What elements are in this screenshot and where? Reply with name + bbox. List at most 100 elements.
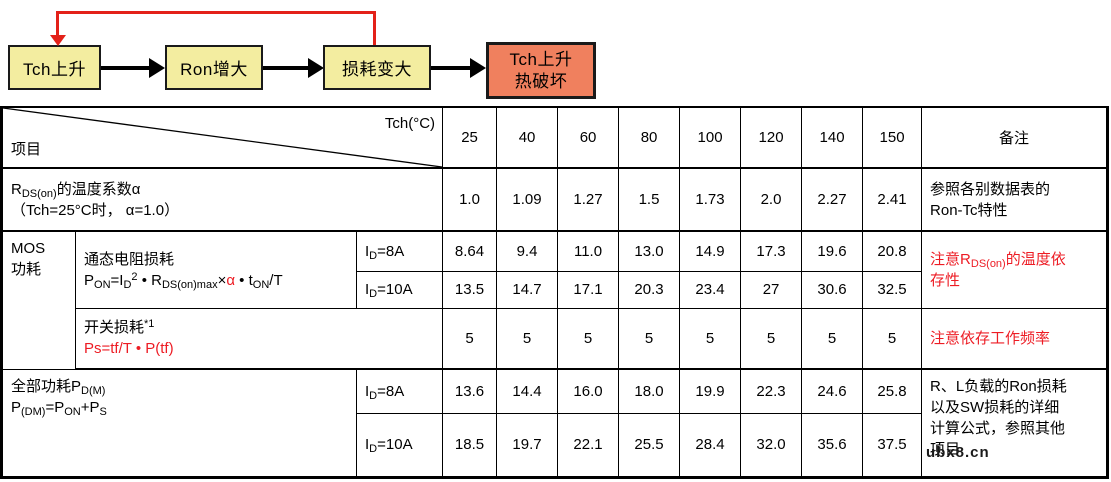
flow-box-label: 损耗变大 <box>342 60 412 79</box>
flow-box-label: Ron增大 <box>180 60 248 79</box>
alpha-label-line2: （Tch=25°C时， α=1.0） <box>11 201 180 219</box>
conduction-8a-value: 8.64 <box>442 230 498 272</box>
total-8a-value: 14.4 <box>496 368 559 414</box>
switching-loss-row: 开关损耗*1 Ps=tf/T • P(tf) 5 5 5 5 5 5 5 5 注… <box>2 307 1109 370</box>
alpha-value: 1.27 <box>557 167 620 232</box>
temp-header: 120 <box>740 106 803 169</box>
conduction-10a-value: 27 <box>740 270 803 309</box>
diagonal-divider <box>3 108 442 167</box>
conduction-8a-value: 11.0 <box>557 230 620 272</box>
arrow-right-icon <box>470 58 486 78</box>
total-10a-row: ID=10A 18.5 19.7 22.1 25.5 28.4 32.0 35.… <box>2 412 1108 478</box>
alpha-value: 2.41 <box>862 167 923 232</box>
total-remark-line4: 项目 <box>930 441 961 458</box>
conduction-8a-value: 9.4 <box>496 230 559 272</box>
flow-box-label-line2: 热破坏 <box>514 71 568 91</box>
total-remark: R、L负载的Ron损耗 以及SW损耗的详细 计算公式，参照其他 项目 <box>921 368 1109 478</box>
alpha-row-label: RDS(on)的温度系数α （Tch=25°C时， α=1.0） <box>0 167 444 232</box>
mos-group-label: MOS 功耗 <box>1 230 76 370</box>
temp-header: 140 <box>801 106 864 169</box>
arrow-down-icon <box>50 35 66 46</box>
total-8a-value: 25.8 <box>862 368 923 414</box>
switching-value: 5 <box>740 307 803 370</box>
conduction-8a-value: 13.0 <box>618 230 681 272</box>
id-condition-label: ID=10A <box>355 412 444 478</box>
total-remark-line2: 以及SW损耗的详细 <box>930 399 1060 416</box>
total-10a-value: 25.5 <box>618 412 681 478</box>
conduction-remark: 注意RDS(on)的温度依 存性 <box>921 230 1109 309</box>
arrow-right-icon <box>149 58 165 78</box>
id-condition-label: ID=8A <box>355 368 444 414</box>
switching-value: 5 <box>618 307 681 370</box>
alpha-value: 1.0 <box>442 167 498 232</box>
conduction-formula: PON=ID2 • RDS(on)max×α • tON/T <box>84 270 283 291</box>
thermal-runaway-flowchart: Tch上升 Ron增大 损耗变大 Tch上升 热破坏 <box>0 0 1111 106</box>
feedback-line-vertical-left <box>56 11 59 36</box>
conduction-10a-value: 30.6 <box>801 270 864 309</box>
alpha-value: 1.09 <box>496 167 559 232</box>
conduction-8a-value: 14.9 <box>679 230 742 272</box>
total-10a-value: 18.5 <box>442 412 498 478</box>
flow-box-thermal-destruction: Tch上升 热破坏 <box>486 42 596 99</box>
id-condition-label: ID=10A <box>355 270 444 309</box>
flow-box-tch-rise: Tch上升 <box>8 45 101 90</box>
total-8a-value: 13.6 <box>442 368 498 414</box>
header-tch-label: Tch(°C) <box>384 115 436 132</box>
conduction-10a-row: ID=10A 13.5 14.7 17.1 20.3 23.4 27 30.6 … <box>2 270 1108 309</box>
power-loss-table: Tch(°C) 项目 25 40 60 80 100 120 140 150 备… <box>0 106 1110 479</box>
total-10a-value: 28.4 <box>679 412 742 478</box>
total-label-line2: P(DM)=PON+PS <box>11 399 107 418</box>
switching-value: 5 <box>862 307 923 370</box>
mos-label-line2: 功耗 <box>11 261 42 278</box>
flow-box-loss-increase: 损耗变大 <box>323 45 431 90</box>
total-8a-value: 24.6 <box>801 368 864 414</box>
flow-box-label-line1: Tch上升 <box>509 50 573 70</box>
conduction-8a-value: 17.3 <box>740 230 803 272</box>
total-remark-line3: 计算公式，参照其他 <box>930 420 1066 437</box>
alpha-remark-line1: 参照各别数据表的 <box>930 180 1051 198</box>
temp-header: 80 <box>618 106 681 169</box>
alpha-remark: 参照各别数据表的 Ron-Tc特性 <box>921 167 1109 232</box>
conduction-loss-label: 通态电阻损耗 PON=ID2 • RDS(on)max×α • tON/T <box>75 230 357 309</box>
conduction-remark-line2: 存性 <box>930 271 961 289</box>
total-remark-line1: R、L负载的Ron损耗 <box>930 378 1067 395</box>
feedback-line-horizontal <box>56 11 376 14</box>
total-label-line1: 全部功耗PD(M) <box>11 378 106 397</box>
arrow-line <box>101 66 149 70</box>
temp-header: 60 <box>557 106 620 169</box>
temp-header: 40 <box>496 106 559 169</box>
switching-value: 5 <box>442 307 498 370</box>
alpha-value: 1.73 <box>679 167 742 232</box>
switching-formula: Ps=tf/T • P(tf) <box>84 340 174 358</box>
conduction-remark-line1: 注意RDS(on)的温度依 <box>930 250 1066 270</box>
total-8a-row: 全部功耗PD(M) P(DM)=PON+PS ID=8A 13.6 14.4 1… <box>1 368 1109 478</box>
alpha-coefficient-row: RDS(on)的温度系数α （Tch=25°C时， α=1.0） 1.0 1.0… <box>0 167 1109 232</box>
switching-value: 5 <box>801 307 864 370</box>
switching-value: 5 <box>496 307 559 370</box>
alpha-remark-line2: Ron-Tc特性 <box>930 201 1008 219</box>
total-10a-value: 35.6 <box>801 412 864 478</box>
total-power-label: 全部功耗PD(M) P(DM)=PON+PS <box>1 368 357 478</box>
remark-header: 备注 <box>921 106 1109 169</box>
flow-box-label: Tch上升 <box>23 60 86 79</box>
total-8a-value: 22.3 <box>740 368 803 414</box>
total-10a-value: 37.5 <box>862 412 923 478</box>
arrow-right-icon <box>308 58 324 78</box>
switching-loss-label: 开关损耗*1 Ps=tf/T • P(tf) <box>74 307 444 370</box>
arrow-line <box>431 66 470 70</box>
conduction-10a-value: 14.7 <box>496 270 559 309</box>
total-10a-value: 19.7 <box>496 412 559 478</box>
total-8a-value: 19.9 <box>679 368 742 414</box>
temp-header: 150 <box>862 106 923 169</box>
header-row: Tch(°C) 项目 25 40 60 80 100 120 140 150 备… <box>0 106 1109 169</box>
conduction-title: 通态电阻损耗 <box>84 250 175 268</box>
feedback-line-vertical-right <box>373 11 376 45</box>
switching-remark: 注意依存工作频率 <box>921 307 1109 370</box>
conduction-8a-row: MOS 功耗 通态电阻损耗 PON=ID2 • RDS(on)max×α • t… <box>1 230 1109 370</box>
conduction-8a-value: 19.6 <box>801 230 864 272</box>
temp-header: 100 <box>679 106 742 169</box>
conduction-10a-value: 32.5 <box>862 270 923 309</box>
arrow-line <box>263 66 308 70</box>
id-condition-label: ID=8A <box>355 230 444 272</box>
total-10a-value: 32.0 <box>740 412 803 478</box>
